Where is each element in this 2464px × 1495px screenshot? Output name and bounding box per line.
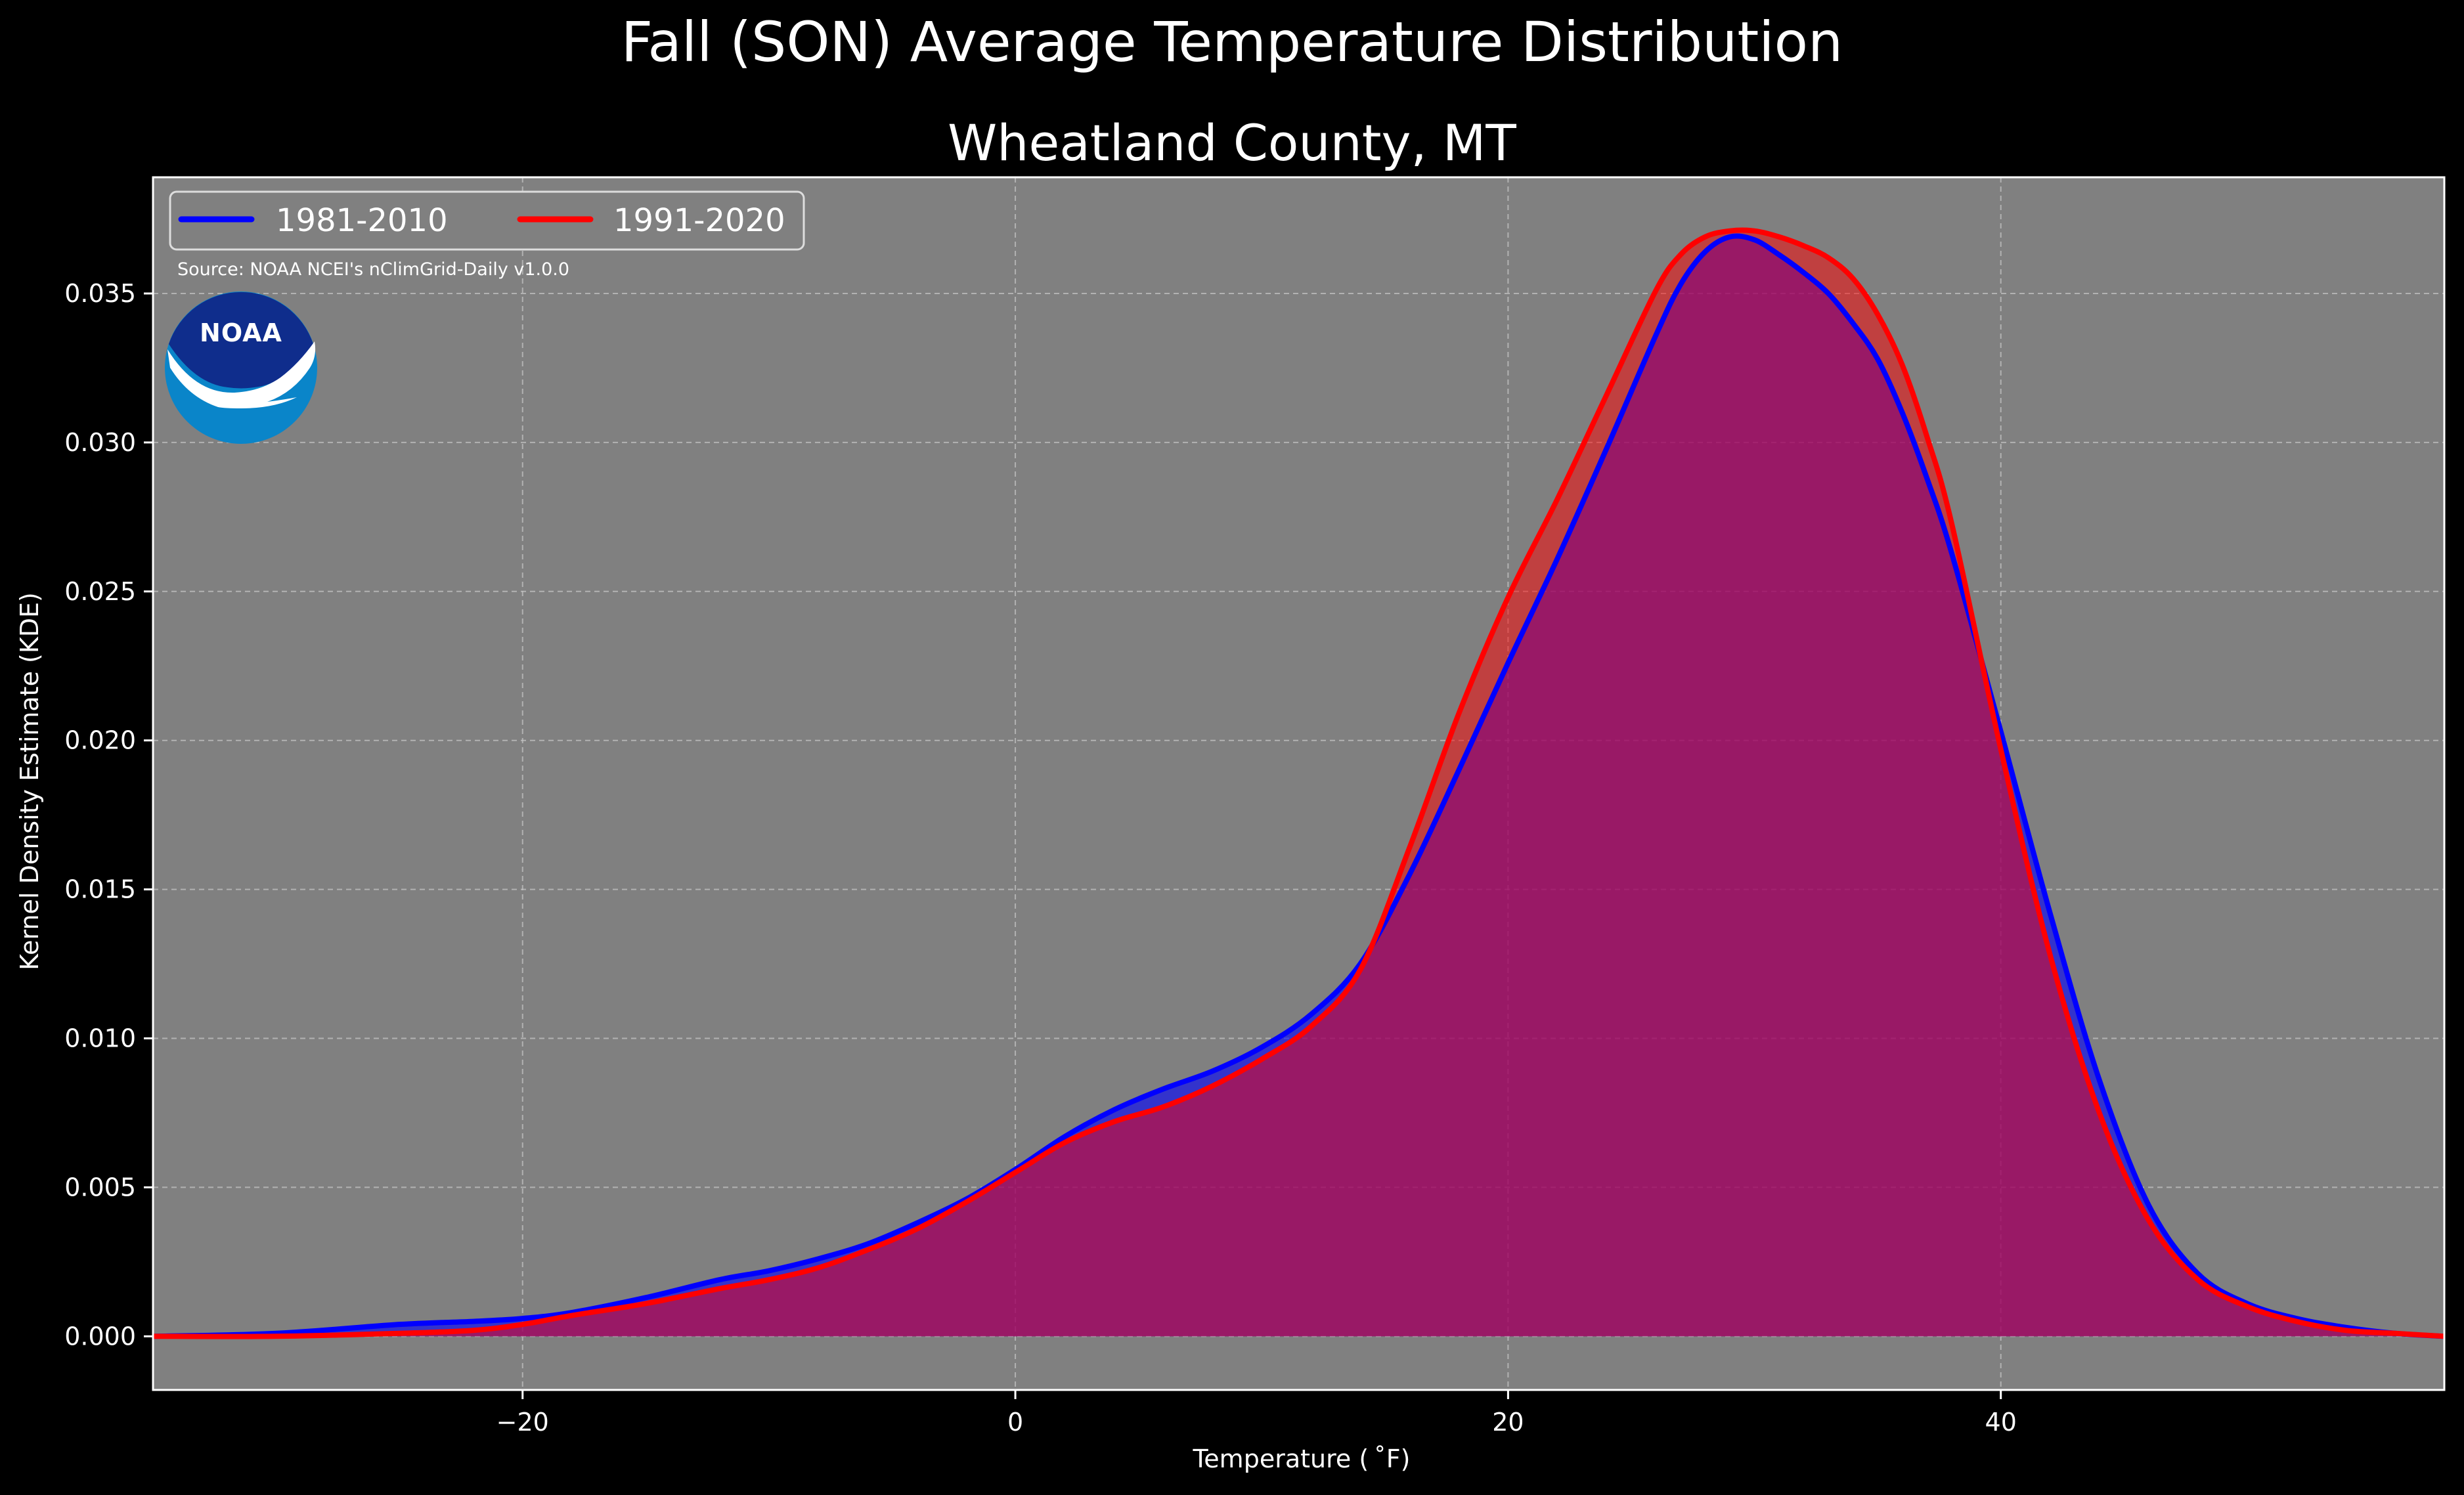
chart-title: Fall (SON) Average Temperature Distribut… — [621, 10, 1843, 74]
x-tick-label: 20 — [1492, 1408, 1524, 1437]
y-tick-label: 0.020 — [64, 726, 136, 755]
series-line-1981-2010 — [153, 233, 2444, 1339]
y-tick-label: 0.035 — [64, 279, 136, 308]
x-tick-label: 40 — [1985, 1408, 2017, 1437]
legend: 1981-2010 1991-2020 — [169, 190, 805, 251]
plot-frame — [152, 176, 2446, 1391]
y-tick-label: 0.015 — [64, 875, 136, 904]
logo-top-half — [169, 292, 313, 389]
legend-label-1991-2020: 1991-2020 — [613, 202, 785, 239]
series-area-1991-2020 — [153, 230, 2444, 1337]
chart-subtitle: Wheatland County, MT — [948, 114, 1516, 172]
y-tick-label: 0.000 — [64, 1322, 136, 1351]
y-axis-label: Kernel Density Estimate (KDE) — [15, 592, 44, 970]
noaa-logo: NOAA — [165, 292, 317, 444]
legend-label-1981-2010: 1981-2010 — [276, 202, 448, 239]
x-tick-label: 0 — [1007, 1408, 1023, 1437]
series-layer — [153, 227, 2444, 1339]
y-tick-label: 0.025 — [64, 577, 136, 606]
axes: −20 0 20 40 0.000 0.005 0.010 0.015 0.020 0.025 0.… — [64, 279, 2017, 1437]
logo-text: NOAA — [200, 318, 282, 347]
y-tick-label: 0.010 — [64, 1024, 136, 1053]
seagull-icon — [167, 341, 316, 408]
y-tick-label: 0.030 — [64, 428, 136, 457]
x-axis-label: Temperature ( ˚F) — [1193, 1444, 1411, 1473]
y-tick-label: 0.005 — [64, 1173, 136, 1202]
legend-box — [169, 190, 805, 251]
source-note: Source: NOAA NCEI's nClimGrid-Daily v1.0… — [177, 259, 569, 280]
series-line-1991-2020 — [153, 227, 2444, 1339]
x-tick-label: −20 — [496, 1408, 549, 1437]
